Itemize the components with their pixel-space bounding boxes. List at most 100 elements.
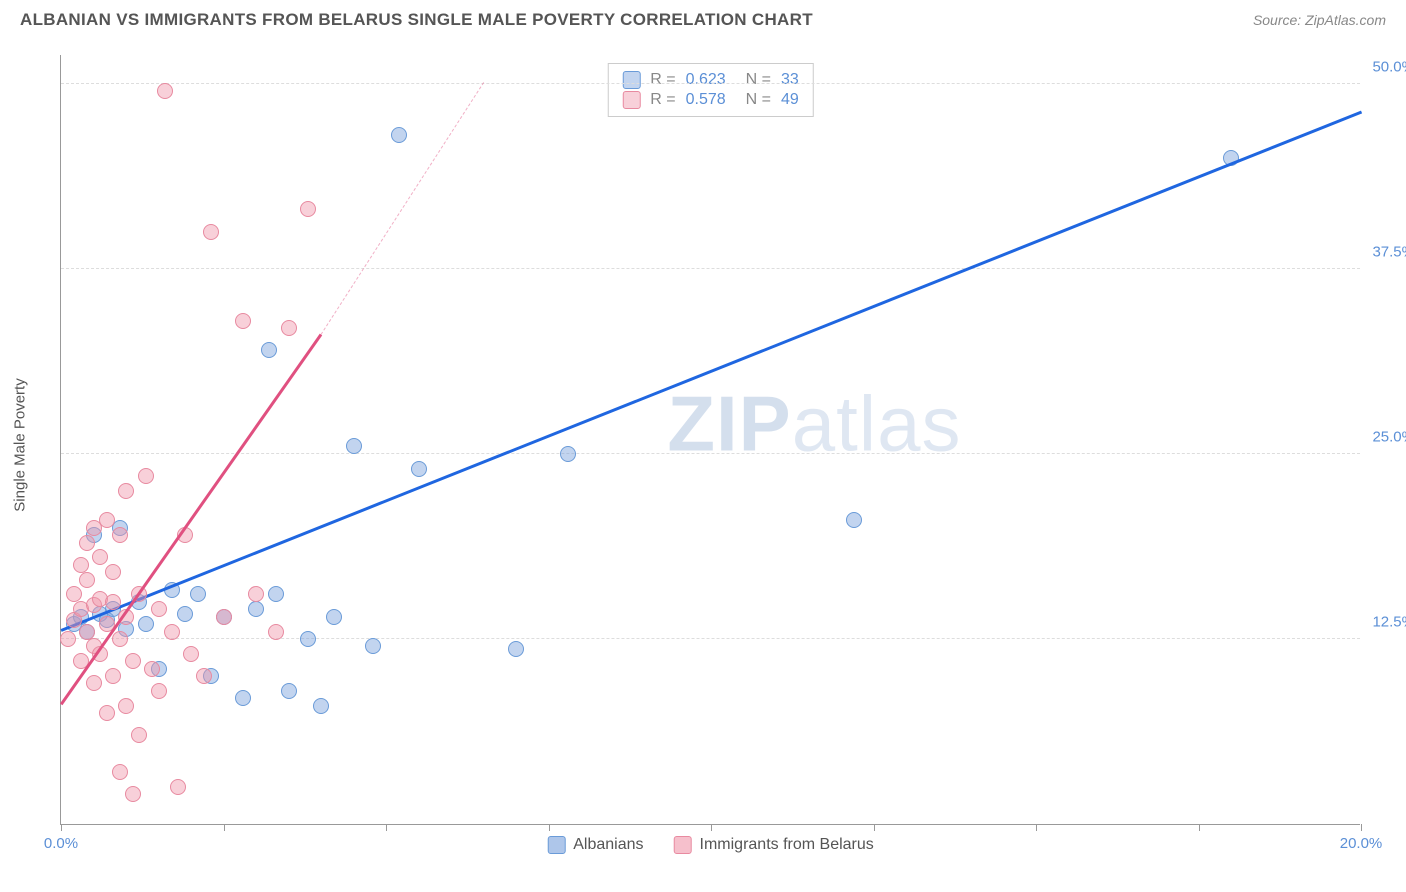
data-point: [105, 564, 121, 580]
gridline: [61, 83, 1360, 84]
data-point: [79, 535, 95, 551]
data-point: [391, 127, 407, 143]
data-point: [125, 786, 141, 802]
data-point: [157, 83, 173, 99]
y-tick-label: 12.5%: [1372, 613, 1406, 630]
x-tick: [711, 824, 712, 831]
data-point: [261, 342, 277, 358]
x-tick: [224, 824, 225, 831]
legend-series-item: Immigrants from Belarus: [674, 836, 874, 854]
data-point: [112, 764, 128, 780]
y-axis-label: Single Male Poverty: [12, 378, 29, 511]
legend-series: Albanians Immigrants from Belarus: [547, 836, 874, 854]
legend-n-value: 49: [781, 91, 799, 109]
data-point: [508, 641, 524, 657]
data-point: [144, 661, 160, 677]
legend-r-value: 0.623: [686, 71, 736, 89]
data-point: [177, 606, 193, 622]
data-point: [66, 586, 82, 602]
legend-series-item: Albanians: [547, 836, 643, 854]
data-point: [281, 683, 297, 699]
legend-r-label: R =: [650, 91, 675, 109]
watermark-bold: ZIP: [667, 380, 791, 468]
data-point: [560, 446, 576, 462]
data-point: [268, 586, 284, 602]
data-point: [203, 224, 219, 240]
data-point: [105, 668, 121, 684]
legend-swatch: [622, 91, 640, 109]
data-point: [151, 601, 167, 617]
data-point: [248, 601, 264, 617]
legend-swatch: [547, 836, 565, 854]
data-point: [346, 438, 362, 454]
trend-line: [61, 111, 1362, 632]
chart-header: ALBANIAN VS IMMIGRANTS FROM BELARUS SING…: [0, 0, 1406, 35]
data-point: [112, 527, 128, 543]
x-tick: [61, 824, 62, 831]
data-point: [300, 631, 316, 647]
data-point: [846, 512, 862, 528]
data-point: [131, 727, 147, 743]
gridline: [61, 453, 1360, 454]
legend-series-label: Albanians: [573, 836, 643, 854]
watermark-rest: atlas: [792, 380, 962, 468]
watermark: ZIPatlas: [667, 379, 961, 470]
legend-r-label: R =: [650, 71, 675, 89]
data-point: [79, 624, 95, 640]
x-tick-label: 0.0%: [44, 835, 78, 852]
x-tick-label: 20.0%: [1340, 835, 1383, 852]
legend-swatch: [622, 71, 640, 89]
data-point: [235, 690, 251, 706]
x-tick: [874, 824, 875, 831]
data-point: [411, 461, 427, 477]
x-tick: [1361, 824, 1362, 831]
data-point: [118, 698, 134, 714]
x-tick: [386, 824, 387, 831]
legend-n-value: 33: [781, 71, 799, 89]
legend-correlation-row: R =0.578N =49: [622, 90, 798, 110]
data-point: [216, 609, 232, 625]
data-point: [73, 557, 89, 573]
x-tick: [1199, 824, 1200, 831]
y-tick-label: 50.0%: [1372, 58, 1406, 75]
data-point: [281, 320, 297, 336]
data-point: [112, 631, 128, 647]
data-point: [268, 624, 284, 640]
data-point: [118, 483, 134, 499]
data-point: [151, 683, 167, 699]
data-point: [138, 468, 154, 484]
gridline: [61, 268, 1360, 269]
data-point: [326, 609, 342, 625]
data-point: [248, 586, 264, 602]
legend-correlation-row: R =0.623N =33: [622, 70, 798, 90]
data-point: [99, 512, 115, 528]
data-point: [164, 624, 180, 640]
data-point: [365, 638, 381, 654]
data-point: [105, 594, 121, 610]
data-point: [92, 549, 108, 565]
legend-swatch: [674, 836, 692, 854]
data-point: [313, 698, 329, 714]
data-point: [170, 779, 186, 795]
data-point: [125, 653, 141, 669]
legend-n-label: N =: [746, 91, 771, 109]
x-tick: [549, 824, 550, 831]
data-point: [60, 631, 76, 647]
gridline: [61, 638, 1360, 639]
data-point: [99, 705, 115, 721]
chart-source: Source: ZipAtlas.com: [1253, 12, 1386, 28]
data-point: [86, 675, 102, 691]
data-point: [235, 313, 251, 329]
y-tick-label: 37.5%: [1372, 243, 1406, 260]
legend-series-label: Immigrants from Belarus: [700, 836, 874, 854]
data-point: [196, 668, 212, 684]
data-point: [300, 201, 316, 217]
data-point: [138, 616, 154, 632]
data-point: [183, 646, 199, 662]
chart-container: Single Male Poverty ZIPatlas R =0.623N =…: [50, 45, 1390, 845]
chart-title: ALBANIAN VS IMMIGRANTS FROM BELARUS SING…: [20, 10, 813, 30]
x-tick: [1036, 824, 1037, 831]
trend-line-dashed: [321, 83, 484, 335]
data-point: [79, 572, 95, 588]
y-tick-label: 25.0%: [1372, 428, 1406, 445]
